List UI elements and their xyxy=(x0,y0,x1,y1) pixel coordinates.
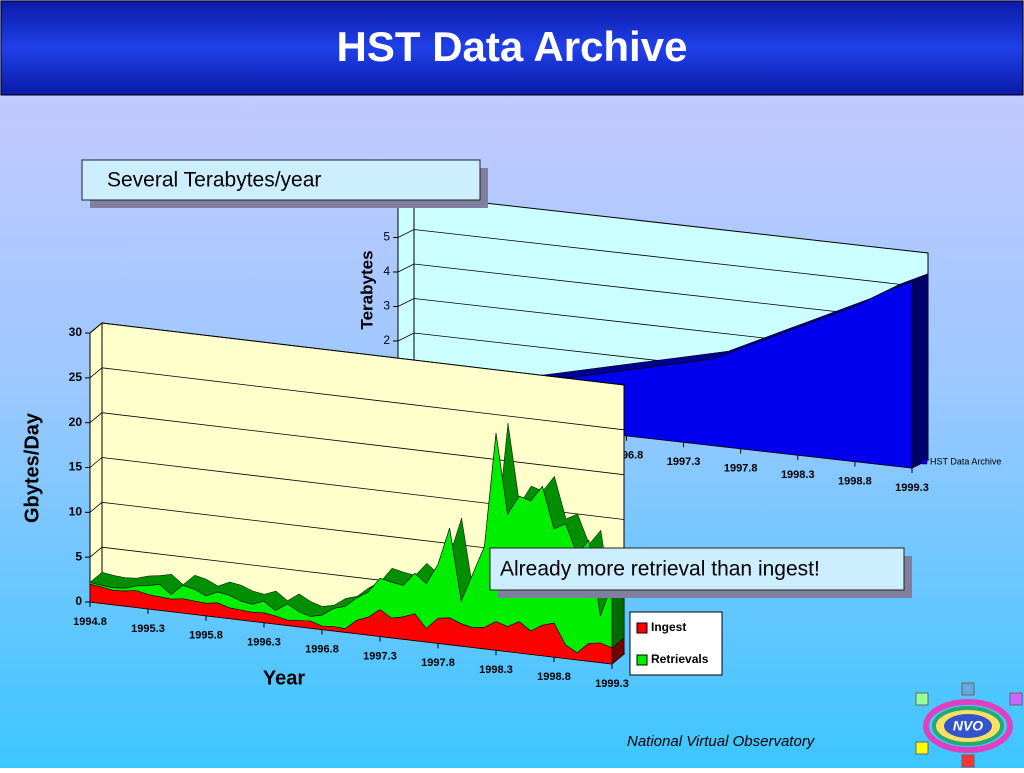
y-tick-label: 15 xyxy=(69,460,83,474)
logo-core xyxy=(944,714,992,738)
x-tick-label: 1994.8 xyxy=(73,616,107,628)
charts: 0123451994.81995.31995.81996.31996.81997… xyxy=(21,194,1001,690)
x-tick-label: 1998.8 xyxy=(537,671,571,683)
y-axis-title: Terabytes xyxy=(357,250,376,329)
x-tick-label: 1999.3 xyxy=(595,678,629,690)
legend-swatch xyxy=(636,622,648,634)
x-tick-label: 1995.8 xyxy=(189,630,223,642)
x-tick-label: 1996.3 xyxy=(247,637,281,649)
y-tick-label: 0 xyxy=(75,594,82,608)
y-axis-title: Gbytes/Day xyxy=(21,412,43,523)
x-tick-label: 1995.3 xyxy=(131,623,165,635)
x-axis-title: Year xyxy=(263,667,305,689)
grid-line xyxy=(89,457,625,520)
legend-label: HST Data Archive xyxy=(930,456,1001,466)
y-tick-label: 4 xyxy=(383,264,390,278)
title-bar xyxy=(0,0,1024,96)
y-tick-label: 5 xyxy=(75,549,82,563)
grid-line xyxy=(397,229,929,288)
x-tick-label: 1997.8 xyxy=(421,657,455,669)
grid-line xyxy=(397,263,929,323)
legend-label: Retrievals xyxy=(651,652,709,666)
y-tick-label: 5 xyxy=(383,230,390,244)
logo-square xyxy=(961,682,975,696)
logo-square xyxy=(915,692,929,706)
x-tick-label: 1998.3 xyxy=(479,664,513,676)
x-tick-label: 1998.3 xyxy=(781,469,815,481)
x-tick-label: 1997.3 xyxy=(363,650,397,662)
logo-text: NVO xyxy=(953,718,983,734)
x-tick-label: 1998.8 xyxy=(838,475,872,487)
legend-swatch xyxy=(921,458,928,465)
y-tick-label: 30 xyxy=(69,325,83,339)
x-tick-label: 1999.3 xyxy=(895,482,929,494)
grid-line xyxy=(397,298,929,357)
y-tick-label: 2 xyxy=(383,333,390,347)
x-tick-label: 1996.8 xyxy=(305,643,339,655)
y-tick-label: 10 xyxy=(69,505,83,519)
legend-swatch xyxy=(636,654,648,666)
logo: NVO xyxy=(915,682,1023,768)
x-tick-label: 1997.3 xyxy=(667,456,701,468)
grid-line xyxy=(89,412,625,476)
callout-text: Already more retrieval than ingest! xyxy=(500,558,820,581)
y-tick-label: 25 xyxy=(69,370,83,384)
y-tick-label: 20 xyxy=(69,415,83,429)
callout-text: Several Terabytes/year xyxy=(107,169,321,192)
logo-square xyxy=(961,754,975,768)
logo-square xyxy=(915,741,929,755)
callout-box xyxy=(81,159,481,201)
logo-square xyxy=(1009,692,1023,706)
callout-box xyxy=(489,547,905,591)
callout: Several Terabytes/year xyxy=(81,159,488,208)
x-tick-label: 1997.8 xyxy=(724,463,758,475)
slide-title: HST Data Archive xyxy=(337,23,688,70)
area xyxy=(89,433,613,654)
legend-label: Ingest xyxy=(651,620,686,634)
area-end xyxy=(911,273,929,469)
logo-ring xyxy=(923,699,1013,753)
footer: National Virtual Observatory xyxy=(627,733,816,750)
callout: Already more retrieval than ingest! xyxy=(489,547,912,598)
y-tick-label: 3 xyxy=(383,299,390,313)
grid-line xyxy=(89,367,625,431)
grid-line xyxy=(89,322,625,386)
